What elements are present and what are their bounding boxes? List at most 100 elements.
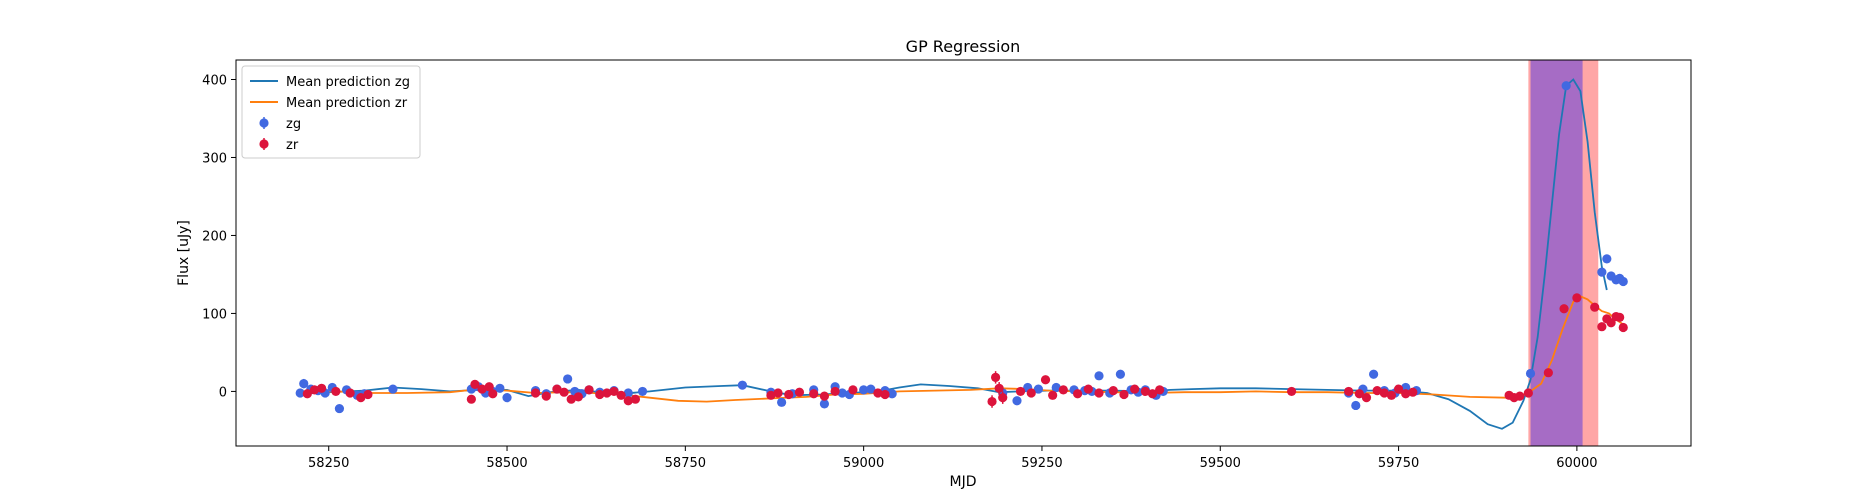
chart-title: GP Regression xyxy=(906,37,1021,56)
zr-point xyxy=(873,388,883,398)
y-tick-label: 200 xyxy=(202,229,227,244)
legend-label: zr xyxy=(286,138,299,153)
zg-point xyxy=(623,388,633,398)
zr-point xyxy=(302,389,312,399)
zr-point xyxy=(484,382,494,392)
zr-point xyxy=(1155,385,1165,395)
zg-point xyxy=(295,388,305,398)
zr-point xyxy=(1372,386,1382,396)
zr-point xyxy=(1618,322,1628,333)
zg-point xyxy=(1051,382,1061,393)
zg-point xyxy=(819,399,830,409)
zg-point xyxy=(1597,267,1607,277)
zr-point xyxy=(477,384,487,394)
zr-point xyxy=(1361,393,1372,403)
x-tick-label: 59250 xyxy=(1021,456,1062,471)
zr-point xyxy=(1572,293,1582,303)
zr-point xyxy=(559,387,569,397)
zr-point xyxy=(488,389,498,399)
zr-point xyxy=(1590,302,1600,312)
legend-label: Mean prediction zg xyxy=(286,75,410,90)
zg-point xyxy=(737,380,747,390)
zr-point xyxy=(1073,389,1083,399)
zg-point xyxy=(1094,371,1104,381)
zr-point xyxy=(784,389,794,400)
zr-point xyxy=(602,388,612,398)
zr-point xyxy=(1515,391,1525,401)
zr-point xyxy=(1606,318,1616,328)
legend-label: Mean prediction zr xyxy=(286,96,408,111)
zr-point xyxy=(584,385,594,395)
zr-point xyxy=(1119,389,1129,400)
plot-frame xyxy=(235,59,1692,447)
zr-point xyxy=(316,383,327,393)
zr-point xyxy=(630,394,641,404)
zr-point xyxy=(1094,388,1104,398)
zr-point xyxy=(1048,390,1058,400)
zg-point xyxy=(502,393,512,403)
legend-box xyxy=(241,65,421,159)
zr-point xyxy=(470,379,480,389)
x-tick-label: 58750 xyxy=(665,456,706,471)
prediction-line-0 xyxy=(300,78,1608,430)
y-tick-label: 300 xyxy=(202,151,227,166)
legend: Mean prediction zg Mean prediction zr zg zr xyxy=(241,65,421,159)
zr-point xyxy=(466,394,476,404)
zr-point xyxy=(998,393,1008,403)
zg-point xyxy=(866,384,876,394)
zg-point xyxy=(1525,368,1536,379)
zg-point xyxy=(1618,276,1628,287)
zr-point xyxy=(1040,375,1051,385)
zr-point xyxy=(1408,387,1418,397)
zr-point xyxy=(530,388,541,398)
zg-point xyxy=(837,388,847,398)
zr-point xyxy=(987,396,997,407)
zr-point xyxy=(573,392,583,402)
zr-point xyxy=(1354,389,1364,399)
zg-point xyxy=(1115,369,1126,379)
zr-point xyxy=(1401,389,1411,399)
shaded-regions xyxy=(1528,60,1599,446)
zr-point xyxy=(616,390,626,400)
zr-point xyxy=(552,384,562,394)
zg-point xyxy=(299,379,309,389)
zr-point xyxy=(880,389,890,400)
zr-point xyxy=(794,387,805,397)
zr-point xyxy=(1344,386,1354,397)
legend-marker-swatch xyxy=(259,118,269,128)
zr-point xyxy=(609,386,619,397)
zr-point xyxy=(595,389,605,400)
zr-point xyxy=(1026,388,1036,398)
x-tick-label: 60000 xyxy=(1556,456,1597,471)
zr-point xyxy=(766,390,776,400)
zr-point xyxy=(356,393,366,403)
zg-point xyxy=(1369,369,1379,379)
zr-point xyxy=(309,385,320,395)
zg-point xyxy=(1561,81,1571,91)
zr-point xyxy=(1015,386,1026,397)
zg-point xyxy=(388,384,398,394)
zg-point xyxy=(1602,254,1612,264)
zr-point xyxy=(848,385,858,395)
zr-point xyxy=(990,372,1001,382)
zr-point xyxy=(363,389,373,400)
y-tick-label: 0 xyxy=(219,385,227,400)
x-tick-label: 59000 xyxy=(843,456,884,471)
shaded-region-0 xyxy=(1528,60,1599,446)
x-tick-label: 58500 xyxy=(486,456,527,471)
zr-point xyxy=(1286,386,1297,397)
zr-point xyxy=(1543,368,1553,378)
legend-marker-swatch xyxy=(259,139,269,149)
zg-point xyxy=(495,383,505,393)
zg-point xyxy=(637,386,648,397)
zr-point xyxy=(1559,304,1569,314)
zr-point xyxy=(773,388,783,398)
prediction-lines xyxy=(300,78,1624,430)
zr-point xyxy=(819,391,830,401)
shaded-region-1 xyxy=(1530,60,1583,446)
zr-point xyxy=(1108,386,1118,396)
zr-point xyxy=(994,383,1004,393)
zr-point xyxy=(1058,385,1068,395)
x-axis-label: MJD xyxy=(950,474,977,490)
